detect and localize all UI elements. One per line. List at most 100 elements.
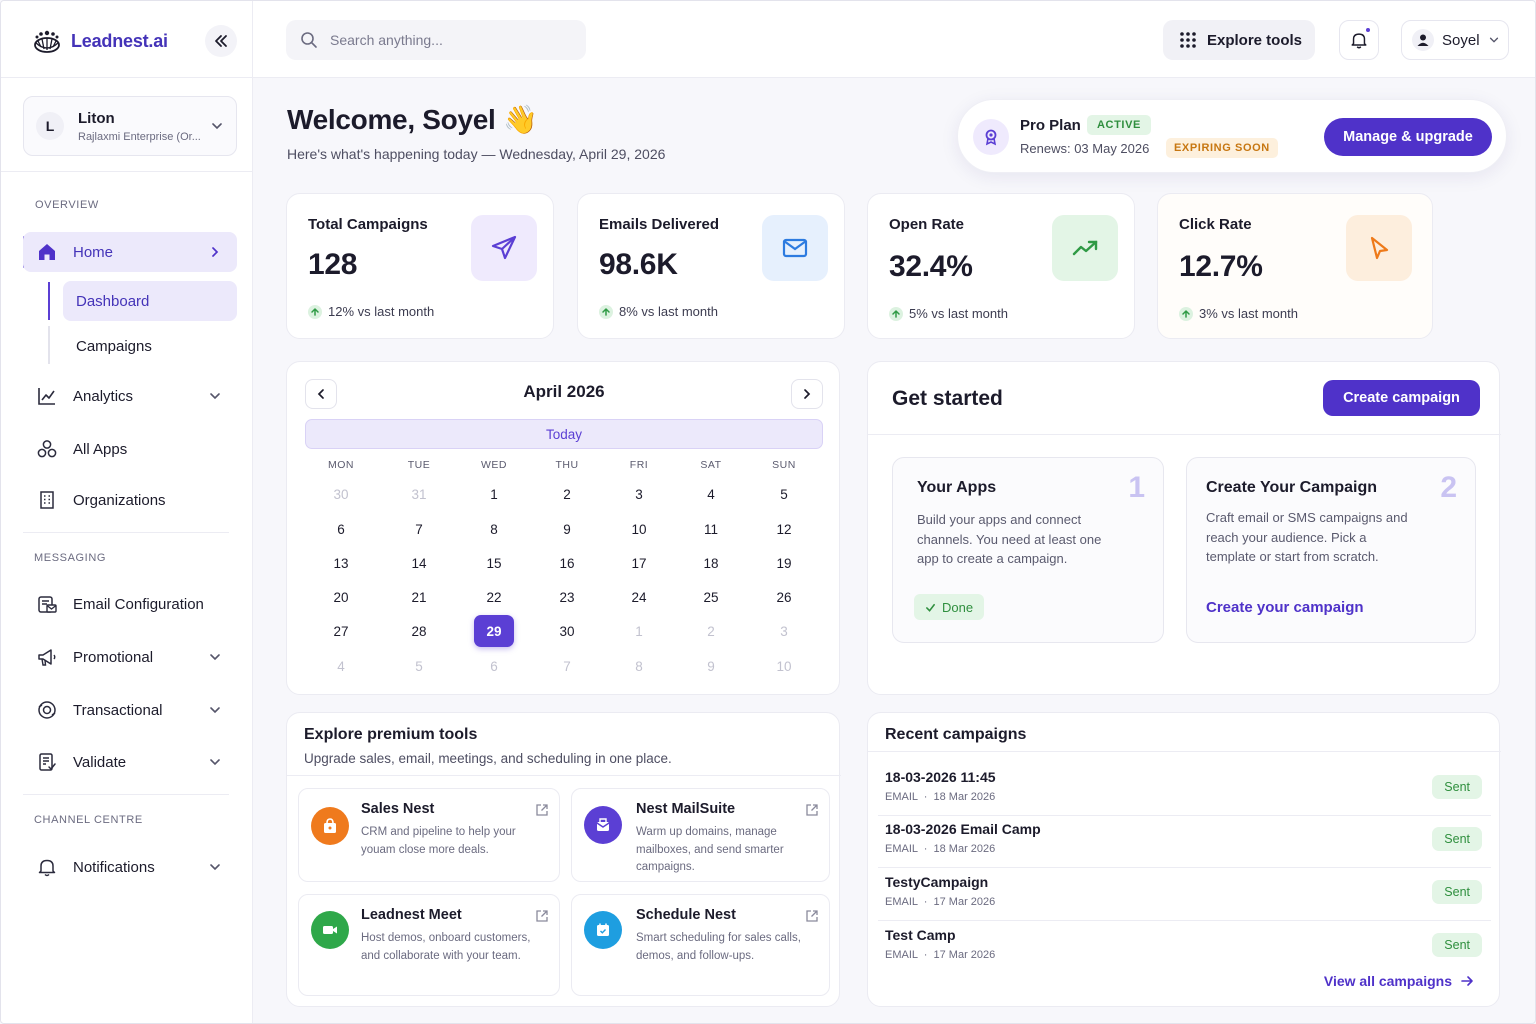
calendar-day[interactable]: 14 bbox=[411, 555, 427, 571]
calendar-day[interactable]: 8 bbox=[490, 521, 498, 537]
sidebar-item-email-configuration[interactable]: Email Configuration bbox=[23, 584, 237, 624]
sidebar-item-notifications[interactable]: Notifications bbox=[23, 847, 237, 887]
external-link-icon[interactable] bbox=[535, 909, 549, 923]
calendar-day[interactable]: 30 bbox=[559, 623, 575, 639]
calendar-day[interactable]: 21 bbox=[411, 589, 427, 605]
calendar-day[interactable]: 2 bbox=[707, 623, 715, 639]
sidebar-item-organizations[interactable]: Organizations bbox=[23, 480, 237, 520]
calendar-day[interactable]: 11 bbox=[703, 521, 718, 537]
calendar-day[interactable]: 7 bbox=[415, 521, 423, 537]
view-all-campaigns-link[interactable]: View all campaigns bbox=[1324, 973, 1474, 989]
calendar-day[interactable]: 5 bbox=[415, 658, 423, 674]
get-started-panel: Get started Create campaign Your Apps 1 … bbox=[867, 361, 1501, 695]
calendar-day[interactable]: 1 bbox=[635, 623, 643, 639]
brand-name: Leadnest.ai bbox=[71, 30, 168, 51]
calendar-day[interactable]: 25 bbox=[703, 589, 719, 605]
search-bar[interactable] bbox=[286, 20, 586, 60]
calendar-day[interactable]: 20 bbox=[333, 589, 349, 605]
campaign-row[interactable]: 18-03-2026 11:45 EMAIL · 18 Mar 2026 Sent bbox=[868, 769, 1501, 821]
calendar-icon bbox=[584, 911, 622, 949]
user-menu-button[interactable]: Soyel bbox=[1401, 20, 1509, 60]
sidebar-item-label: Organizations bbox=[73, 491, 166, 509]
calendar-day[interactable]: 30 bbox=[333, 486, 349, 502]
separator-dot: · bbox=[917, 791, 934, 803]
manage-upgrade-button[interactable]: Manage & upgrade bbox=[1324, 118, 1492, 156]
sidebar-divider bbox=[1, 171, 253, 172]
campaign-row[interactable]: TestyCampaign EMAIL · 17 Mar 2026 Sent bbox=[868, 874, 1501, 926]
campaign-row[interactable]: 18-03-2026 Email Camp EMAIL · 18 Mar 2026… bbox=[868, 821, 1501, 873]
calendar-day[interactable]: 26 bbox=[776, 589, 792, 605]
stat-trend-text: 8% vs last month bbox=[619, 304, 718, 319]
external-link-icon[interactable] bbox=[805, 909, 819, 923]
tool-card-sales-nest[interactable]: Sales Nest CRM and pipeline to help your… bbox=[298, 788, 560, 882]
calendar-day[interactable]: 8 bbox=[635, 658, 643, 674]
calendar-day[interactable]: 13 bbox=[333, 555, 349, 571]
line-chart-icon bbox=[35, 384, 59, 408]
calendar-day[interactable]: 18 bbox=[703, 555, 719, 571]
calendar-day[interactable]: 4 bbox=[707, 486, 715, 502]
calendar-day[interactable]: 5 bbox=[780, 486, 788, 502]
create-campaign-button[interactable]: Create campaign bbox=[1323, 380, 1480, 416]
calendar-day[interactable]: 12 bbox=[776, 521, 792, 537]
tool-description: CRM and pipeline to help your youam clos… bbox=[361, 826, 516, 856]
step-description: Craft email or SMS campaigns and reach y… bbox=[1206, 510, 1408, 564]
recent-campaigns-panel: Recent campaigns View all campaigns 18-0… bbox=[867, 712, 1501, 1007]
calendar-day[interactable]: 28 bbox=[411, 623, 427, 639]
explore-tools-button[interactable]: Explore tools bbox=[1163, 20, 1315, 60]
premium-tools-title: Explore premium tools bbox=[304, 726, 478, 743]
campaign-name: Test Camp bbox=[885, 927, 956, 943]
calendar-day[interactable]: 31 bbox=[411, 486, 427, 502]
sidebar-item-label: Validate bbox=[73, 753, 127, 771]
create-your-campaign-link[interactable]: Create your campaign bbox=[1206, 599, 1364, 616]
today-button[interactable]: Today bbox=[305, 419, 823, 449]
calendar-day[interactable]: 6 bbox=[490, 658, 498, 674]
calendar-day[interactable]: 9 bbox=[707, 658, 715, 674]
tool-card-schedule-nest[interactable]: Schedule Nest Smart scheduling for sales… bbox=[571, 894, 830, 996]
tool-description: Smart scheduling for sales calls, demos,… bbox=[636, 932, 801, 962]
calendar-day[interactable]: 27 bbox=[333, 623, 349, 639]
tool-card-leadnest-meet[interactable]: Leadnest Meet Host demos, onboard custom… bbox=[298, 894, 560, 996]
calendar-day[interactable]: 16 bbox=[559, 555, 575, 571]
divider bbox=[878, 815, 1491, 816]
collapse-sidebar-button[interactable] bbox=[205, 25, 237, 57]
calendar-day[interactable]: 3 bbox=[635, 486, 643, 502]
campaign-row[interactable]: Test Camp EMAIL · 17 Mar 2026 Sent bbox=[868, 927, 1501, 979]
sidebar-item-campaigns[interactable]: Campaigns bbox=[76, 337, 152, 355]
calendar-next-button[interactable] bbox=[791, 379, 823, 409]
calendar-day[interactable]: 2 bbox=[563, 486, 571, 502]
calendar-day[interactable]: 19 bbox=[776, 555, 792, 571]
calendar-day[interactable]: 15 bbox=[486, 555, 502, 571]
calendar-day-selected[interactable]: 29 bbox=[474, 615, 514, 647]
sidebar-item-promotional[interactable]: Promotional bbox=[23, 637, 237, 677]
calendar-day[interactable]: 24 bbox=[631, 589, 647, 605]
sidebar-item-transactional[interactable]: Transactional bbox=[23, 690, 237, 730]
external-link-icon[interactable] bbox=[535, 803, 549, 817]
sidebar-item-validate[interactable]: Validate bbox=[23, 742, 237, 782]
calendar-day[interactable]: 4 bbox=[337, 658, 345, 674]
calendar-day[interactable]: 23 bbox=[559, 589, 575, 605]
sidebar-item-home[interactable]: Home bbox=[23, 232, 237, 272]
calendar-day[interactable]: 7 bbox=[563, 658, 571, 674]
search-input[interactable] bbox=[330, 32, 570, 48]
brand[interactable]: Leadnest.ai bbox=[31, 25, 168, 57]
email-settings-icon bbox=[35, 592, 59, 616]
calendar-prev-button[interactable] bbox=[305, 379, 337, 409]
calendar-day[interactable]: 10 bbox=[776, 658, 792, 674]
organization-switcher[interactable]: L Liton Rajlaxmi Enterprise (Or... bbox=[23, 96, 237, 156]
calendar-day[interactable]: 3 bbox=[780, 623, 788, 639]
external-link-icon[interactable] bbox=[805, 803, 819, 817]
calendar-day[interactable]: 17 bbox=[631, 555, 647, 571]
sidebar-item-analytics[interactable]: Analytics bbox=[23, 376, 237, 416]
sidebar-item-all-apps[interactable]: All Apps bbox=[23, 429, 237, 469]
calendar-day[interactable]: 9 bbox=[563, 521, 571, 537]
sidebar-item-dashboard[interactable]: Dashboard bbox=[63, 281, 237, 321]
chevron-down-icon bbox=[205, 647, 225, 667]
calendar-day[interactable]: 1 bbox=[490, 486, 498, 502]
campaign-date: 18 Mar 2026 bbox=[933, 843, 996, 855]
calendar-day[interactable]: 10 bbox=[631, 521, 647, 537]
sidebar-divider bbox=[1, 77, 253, 78]
calendar-day[interactable]: 22 bbox=[486, 589, 502, 605]
tool-card-nest-mailsuite[interactable]: Nest MailSuite Warm up domains, manage m… bbox=[571, 788, 830, 882]
notifications-button[interactable] bbox=[1339, 20, 1379, 60]
calendar-day[interactable]: 6 bbox=[337, 521, 345, 537]
